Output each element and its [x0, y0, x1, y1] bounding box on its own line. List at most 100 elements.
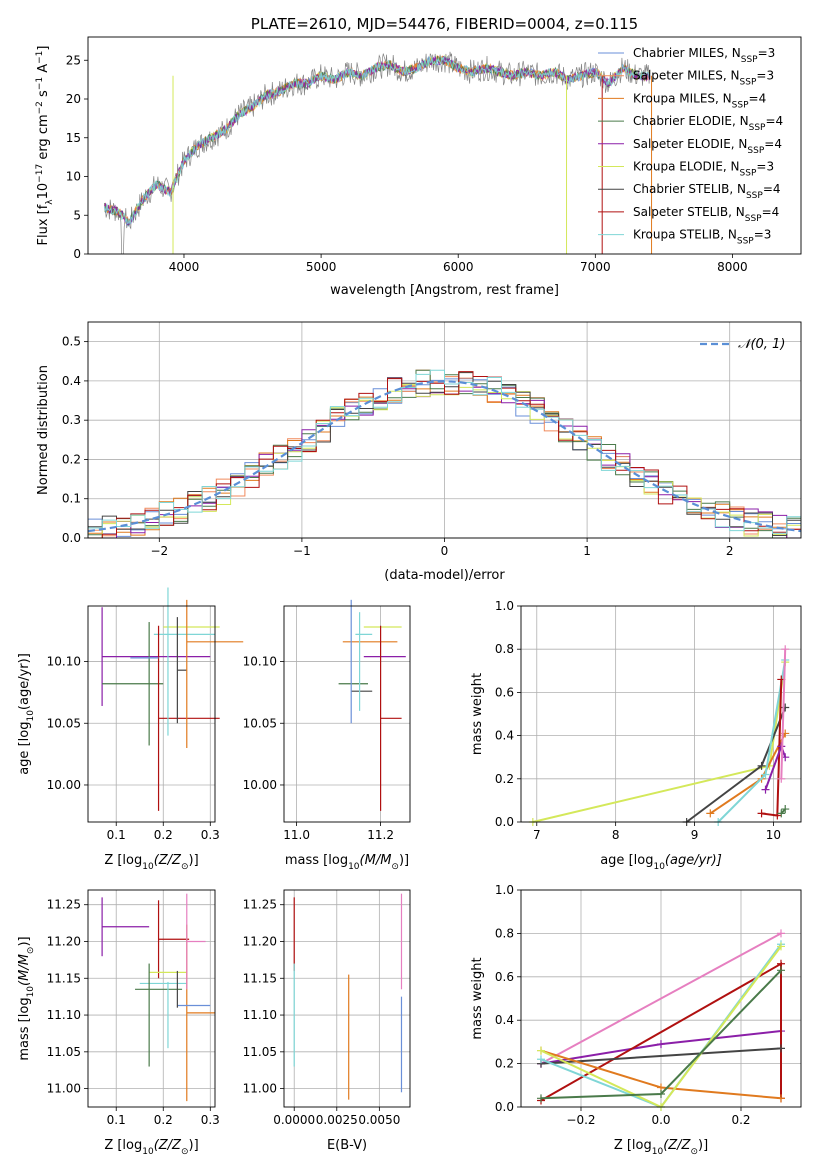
y-axis-label: mass weight: [470, 957, 485, 1039]
x-tick-label: 1: [583, 544, 591, 558]
y-axis-label-part: −1: [35, 77, 45, 90]
weight-marker: [777, 942, 785, 951]
y-axis-label-part: −2: [35, 101, 45, 114]
weight-line: [540, 932, 782, 1065]
legend-entry: Kroupa ELODIE, NSSP=3: [633, 160, 774, 179]
x-tick-label: 7000: [580, 260, 611, 274]
x-axis-label: Z [log10(Z/Z⊙)]: [614, 1138, 708, 1157]
weight-marker: [781, 805, 790, 814]
y-tick-label: 10.00: [243, 778, 277, 792]
x-axis-label-part: 10: [348, 862, 360, 872]
massweight_vs_age-frame: [520, 605, 802, 823]
x-tick-label: 0.0025: [316, 1113, 358, 1127]
x-tick-label: 0.3: [201, 828, 220, 842]
age_vs_mass-points: [338, 599, 406, 811]
y-tick-label: 11.15: [47, 971, 81, 985]
massweight_vs_Z-frame: [520, 889, 802, 1108]
x-tick-label: 0: [441, 544, 449, 558]
legend-entry: Salpeter ELODIE, NSSP=4: [633, 137, 782, 156]
weight-marker: [761, 770, 770, 779]
legend-entry: 𝒩(0, 1): [738, 337, 785, 352]
legend-entry-part: Kroupa ELODIE, N: [633, 160, 740, 174]
y-tick-label: 0.0: [495, 1100, 514, 1114]
x-axis-label-part: Z [log: [104, 853, 142, 868]
legend-entry-part: SSP: [740, 169, 757, 179]
y-axis-label-part: ⊙: [26, 947, 36, 955]
weight-marker: [773, 811, 782, 820]
x-tick-label: 0.3: [201, 1113, 220, 1127]
y-axis-label: mass weight: [470, 673, 485, 755]
y-axis-label-part: −17: [35, 164, 45, 183]
y-axis-label-part: 10: [26, 986, 36, 998]
x-axis-label-part: 10: [652, 1147, 664, 1157]
y-tick-label: 0.5: [62, 335, 81, 349]
x-tick-label: 0.2: [154, 828, 173, 842]
legend-entry-part: =4: [763, 182, 781, 196]
legend-entry-part: =4: [765, 114, 783, 128]
legend-entry-part: =3: [754, 228, 772, 242]
legend-entry-part: Chabrier MILES, N: [633, 46, 741, 60]
x-tick-label: 9: [691, 828, 699, 842]
x-axis-label: mass [log10(M/M⊙)]: [285, 853, 409, 872]
spectrum-frame: [87, 36, 802, 255]
x-axis-label-part: Z [log: [614, 1138, 652, 1153]
x-tick-label: 2: [726, 544, 734, 558]
legend-entry: Kroupa STELIB, NSSP=3: [633, 228, 771, 247]
y-tick-label: 10.10: [47, 655, 81, 669]
weight-marker: [706, 809, 715, 818]
y-tick-label: 10.05: [243, 716, 277, 730]
y-tick-label: 0.4: [495, 1013, 514, 1027]
x-tick-label: 11.2: [367, 828, 394, 842]
x-tick-label: 8000: [717, 260, 748, 274]
weight-marker: [537, 1055, 545, 1064]
y-tick-label: 11.05: [243, 1045, 277, 1059]
legend-entry-part: =4: [749, 91, 767, 105]
weight-marker: [777, 1094, 785, 1103]
x-axis-label-part: 10: [142, 1147, 154, 1157]
y-axis-label-part: −1: [35, 51, 45, 64]
legend-entry-part: Salpeter ELODIE, N: [633, 137, 747, 151]
spectrum-lines: [104, 51, 653, 254]
legend-entry: Chabrier STELIB, NSSP=4: [633, 182, 781, 201]
mass_vs_ebv-frame: [283, 889, 411, 1108]
x-axis-label-part: (Z/Z: [154, 1138, 182, 1153]
x-tick-label: 10: [766, 828, 781, 842]
y-tick-label: 10: [66, 170, 81, 184]
x-tick-label: −1: [293, 544, 311, 558]
x-tick-label: 0.0000: [273, 1113, 315, 1127]
age_vs_mass-axes: [280, 606, 410, 826]
x-axis-label-part: (Z/Z: [663, 1138, 691, 1153]
legend-entry-part: Salpeter STELIB, N: [633, 205, 745, 219]
weight-line: [780, 808, 786, 815]
spectrum-axes: [84, 59, 733, 258]
legend-entry: Salpeter STELIB, NSSP=4: [633, 205, 779, 224]
x-axis-label-part: 10: [653, 862, 665, 872]
y-tick-label: 11.25: [47, 898, 81, 912]
weight-marker: [657, 1040, 665, 1049]
y-axis-label-part: erg cm: [36, 114, 51, 163]
mass_vs_ebv-axes: [280, 890, 410, 1111]
y-tick-label: 0.6: [495, 970, 514, 984]
x-axis-label-part: mass [log: [285, 853, 348, 868]
legend-entry: Kroupa MILES, NSSP=4: [633, 91, 766, 110]
y-axis-label-part: mass [log: [17, 997, 32, 1060]
x-axis-label: E(B-V): [327, 1138, 367, 1153]
x-axis-label-part: )]: [189, 1138, 199, 1153]
x-axis-label-part: )]: [698, 1138, 708, 1153]
weight-marker: [757, 809, 766, 818]
y-tick-label: 11.00: [47, 1082, 81, 1096]
weight-marker: [757, 761, 766, 770]
x-tick-label: 6000: [443, 260, 474, 274]
y-tick-label: 1.0: [495, 883, 514, 897]
x-axis-label: Z [log10(Z/Z⊙)]: [104, 1138, 198, 1157]
y-axis-label-part: 10: [36, 183, 51, 200]
legend-entry-part: Kroupa STELIB, N: [633, 228, 737, 242]
histogram-step: [88, 369, 801, 538]
y-tick-label: 0.2: [495, 772, 514, 786]
y-axis-label: age [log10(age/yr)]: [17, 653, 36, 775]
x-tick-label: 8: [612, 828, 620, 842]
legend-entry-part: SSP: [741, 55, 758, 65]
y-tick-label: 1.0: [495, 599, 514, 613]
y-tick-label: 11.20: [243, 934, 277, 948]
x-axis-label: wavelength [Angstrom, rest frame]: [330, 283, 559, 298]
